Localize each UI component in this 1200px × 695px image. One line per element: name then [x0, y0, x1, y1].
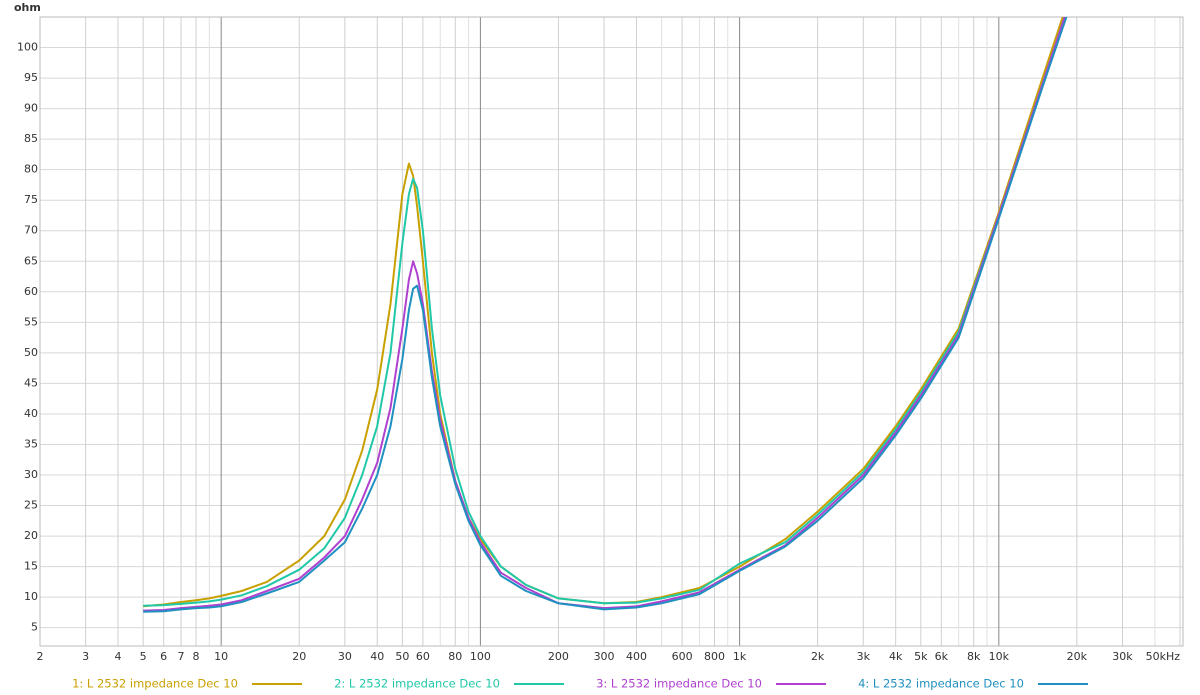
x-tick-label: 1k — [733, 650, 747, 663]
x-tick-label: 6k — [935, 650, 949, 663]
y-tick-label: 40 — [24, 407, 38, 420]
x-tick-label: 800 — [704, 650, 725, 663]
x-tick-label: 4k — [889, 650, 903, 663]
x-tick-label: 200 — [548, 650, 569, 663]
y-tick-label: 15 — [24, 560, 38, 573]
y-tick-label: 30 — [24, 468, 38, 481]
x-tick-label: 8k — [967, 650, 981, 663]
series-line — [143, 17, 1066, 607]
labels: 5101520253035404550556065707580859095100… — [17, 41, 1180, 663]
y-tick-label: 60 — [24, 285, 38, 298]
x-tick-label: 80 — [448, 650, 462, 663]
x-tick-label: 5k — [914, 650, 928, 663]
y-tick-label: 70 — [24, 224, 38, 237]
series-line — [143, 17, 1064, 608]
x-tick-label: 60 — [416, 650, 430, 663]
x-tick-label: 400 — [626, 650, 647, 663]
x-tick-label: 3 — [82, 650, 89, 663]
series-line — [143, 17, 1066, 612]
x-tick-label: 30 — [338, 650, 352, 663]
x-tick-label: 8 — [193, 650, 200, 663]
legend-label: 4: L 2532 impedance Dec 10 — [858, 677, 1024, 691]
x-tick-label: 300 — [594, 650, 615, 663]
x-tick-label: 10k — [989, 650, 1010, 663]
x-tick-label: 30k — [1112, 650, 1133, 663]
legend-label: 1: L 2532 impedance Dec 10 — [72, 677, 238, 691]
x-tick-label: 5 — [140, 650, 147, 663]
lines — [143, 17, 1068, 613]
y-tick-label: 95 — [24, 71, 38, 84]
x-tick-label: 50kHz — [1146, 650, 1181, 663]
x-tick-label: 100 — [470, 650, 491, 663]
x-tick-label: 40 — [370, 650, 384, 663]
x-tick-label: 50 — [395, 650, 409, 663]
x-tick-label: 3k — [857, 650, 871, 663]
x-tick-label: 20 — [292, 650, 306, 663]
y-tick-label: 50 — [24, 346, 38, 359]
x-tick-label: 4 — [115, 650, 122, 663]
y-tick-label: 25 — [24, 499, 38, 512]
y-tick-label: 100 — [17, 41, 38, 54]
x-tick-label: 6 — [160, 650, 167, 663]
y-tick-label: 75 — [24, 193, 38, 206]
plot-frame — [39, 16, 1184, 647]
series-line — [143, 17, 1068, 613]
y-tick-label: 55 — [24, 315, 38, 328]
y-tick-label: 85 — [24, 132, 38, 145]
y-tick-label: 10 — [24, 590, 38, 603]
legend-label: 3: L 2532 impedance Dec 10 — [596, 677, 762, 691]
x-tick-label: 2 — [37, 650, 44, 663]
y-tick-label: 45 — [24, 376, 38, 389]
x-tick-label: 7 — [178, 650, 185, 663]
y-tick-label: 65 — [24, 254, 38, 267]
x-tick-label: 2k — [811, 650, 825, 663]
x-tick-label: 20k — [1067, 650, 1088, 663]
x-tick-label: 600 — [672, 650, 693, 663]
y-axis-label: ohm — [14, 1, 41, 14]
legend: 1: L 2532 impedance Dec 10 2: L 2532 impe… — [72, 677, 1088, 691]
legend-label: 2: L 2532 impedance Dec 10 — [334, 677, 500, 691]
y-tick-label: 80 — [24, 163, 38, 176]
y-tick-label: 20 — [24, 529, 38, 542]
x-tick-label: 10 — [214, 650, 228, 663]
y-tick-label: 90 — [24, 102, 38, 115]
y-tick-label: 35 — [24, 437, 38, 450]
y-tick-label: 5 — [31, 621, 38, 634]
grid — [39, 17, 1183, 646]
